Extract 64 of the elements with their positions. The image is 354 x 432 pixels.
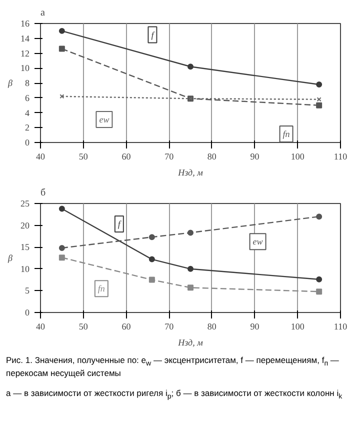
y-tick-label: 25 bbox=[20, 198, 30, 208]
point bbox=[188, 266, 194, 272]
y-tick-label: 10 bbox=[20, 63, 30, 74]
text: Рис. 1. Значения, полученные по: e$_{w}$ — эксцентриситетам, f — перемещениям, f$_{п}$ — перекосам несущей системы bbox=[6, 355, 339, 378]
y-tick-label: 4 bbox=[25, 108, 30, 118]
series-label: ew bbox=[99, 114, 110, 125]
x-axis-title: Нзд, м bbox=[177, 338, 204, 348]
x-tick-label: 70 bbox=[164, 152, 174, 162]
y-tick-label: 0 bbox=[25, 138, 30, 148]
point bbox=[58, 206, 65, 212]
y-tick-label: 15 bbox=[20, 242, 30, 252]
point bbox=[148, 234, 155, 240]
point bbox=[58, 254, 65, 261]
point bbox=[316, 81, 322, 88]
x-tick-label: 80 bbox=[207, 322, 217, 332]
x-axis-title: Нзд, м bbox=[177, 168, 204, 178]
point bbox=[188, 284, 194, 291]
point bbox=[60, 94, 64, 99]
point bbox=[58, 46, 65, 52]
x-tick-label: 60 bbox=[122, 322, 132, 332]
point bbox=[188, 64, 194, 70]
y-tick-label: 10 bbox=[20, 264, 30, 274]
series-label: fn bbox=[98, 284, 106, 294]
y-tick-label: 16 bbox=[20, 18, 30, 28]
chart-title: а bbox=[40, 8, 46, 18]
x-tick-label: 110 bbox=[334, 152, 348, 162]
x-tick-label: 60 bbox=[122, 152, 132, 162]
x-tick-label: 90 bbox=[250, 322, 260, 332]
x-tick-label: 40 bbox=[36, 152, 46, 162]
x-tick-label: 70 bbox=[164, 322, 174, 332]
point bbox=[188, 230, 194, 236]
text: а — в зависимости от жесткости ригеля i$_{р}$; б — в зависимости от жесткости колонн i$_{k}$ bbox=[6, 388, 342, 402]
point bbox=[316, 288, 322, 295]
y-tick-label: 2 bbox=[25, 122, 30, 133]
point bbox=[148, 256, 155, 262]
point bbox=[148, 276, 155, 283]
y-axis-title: β bbox=[7, 78, 14, 88]
x-tick-label: 90 bbox=[250, 152, 260, 162]
y-tick-label: 12 bbox=[20, 48, 30, 58]
x-tick-label: 40 bbox=[36, 322, 46, 332]
x-tick-label: 50 bbox=[78, 152, 88, 162]
y-tick-label: 14 bbox=[20, 33, 30, 44]
series-label: ew bbox=[252, 236, 263, 247]
series-label: f bbox=[118, 219, 122, 230]
text: fn bbox=[282, 128, 290, 139]
point bbox=[316, 102, 322, 108]
y-tick-label: 0 bbox=[25, 308, 30, 318]
y-tick-label: 20 bbox=[20, 220, 30, 230]
x-tick-label: 110 bbox=[334, 322, 348, 332]
point bbox=[316, 97, 322, 102]
point bbox=[316, 276, 322, 282]
point bbox=[316, 214, 322, 220]
series-label: f bbox=[151, 30, 156, 40]
point bbox=[58, 244, 65, 251]
x-tick-label: 50 bbox=[78, 322, 88, 332]
chart-title: б bbox=[40, 188, 46, 198]
x-tick-label: 100 bbox=[290, 322, 305, 332]
y-axis-title: β bbox=[7, 253, 14, 263]
y-tick-label: 6 bbox=[25, 92, 30, 103]
point bbox=[58, 28, 65, 34]
x-tick-label: 100 bbox=[290, 152, 305, 162]
y-tick-label: 5 bbox=[25, 286, 30, 296]
x-tick-label: 80 bbox=[207, 152, 217, 162]
y-tick-label: 8 bbox=[25, 78, 30, 88]
